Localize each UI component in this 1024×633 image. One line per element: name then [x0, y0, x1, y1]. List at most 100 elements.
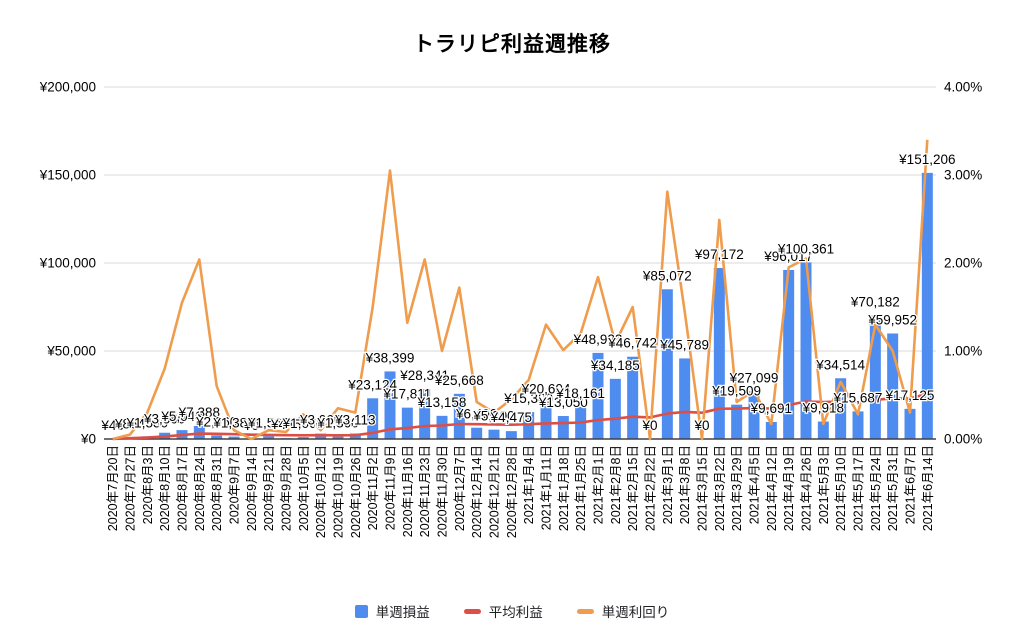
bar-value-label: ¥45	[100, 418, 124, 433]
bar-value-label: ¥15,300	[503, 391, 553, 406]
x-axis-date-label: 2020年10月19日	[332, 445, 346, 538]
x-axis-date-label: 2021年5月31日	[886, 445, 900, 531]
bar-value-label: ¥46,742	[607, 336, 657, 351]
x-axis-date-label: 2021年3月15日	[696, 445, 710, 531]
x-axis-date-label: 2021年4月12日	[765, 445, 779, 531]
legend-item-weekly-yield: 単週利回り	[576, 601, 669, 621]
x-axis-date-label: 2021年1月18日	[557, 445, 571, 531]
bar-2020年12月14日	[471, 427, 483, 439]
x-axis-date-label: 2020年12月28日	[505, 445, 519, 538]
bar-value-label: ¥19,509	[711, 384, 761, 399]
x-axis-date-label: 2020年8月17日	[176, 445, 190, 531]
bar-2021年5月24日	[869, 315, 881, 439]
x-axis-date-label: 2020年9月7日	[228, 445, 242, 524]
x-axis-date-label: 2021年3月22日	[713, 445, 727, 531]
bar-value-label: ¥6,400	[455, 407, 497, 422]
x-axis-date-label: 2020年8月24日	[193, 445, 207, 531]
legend-item-average-profit: 平均利益	[463, 601, 543, 621]
bar-2021年3月1日	[661, 289, 673, 439]
x-axis-date-label: 2020年7月27日	[124, 445, 138, 531]
bar-2020年11月30日	[436, 415, 448, 439]
right-axis-tick: 4.00%	[944, 80, 982, 95]
line-series-swatch-icon	[576, 608, 594, 614]
x-axis-date-label: 2021年1月25日	[574, 445, 588, 531]
bar-value-label: ¥1,060	[282, 416, 324, 431]
bar-value-label: ¥23,124	[347, 377, 397, 392]
x-axis-date-label: 2020年12月7日	[453, 445, 467, 531]
x-axis-date-label: 2020年12月21日	[488, 445, 502, 538]
legend-label: 単週損益	[375, 605, 430, 620]
bar-2021年5月10日	[835, 378, 847, 439]
bar-2021年5月17日	[852, 411, 864, 439]
bar-value-label: ¥3,113	[334, 413, 375, 428]
bar-2021年3月29日	[731, 404, 743, 439]
bar-value-label: ¥0	[693, 418, 709, 433]
x-axis-date-label: 2021年1月4日	[522, 445, 536, 524]
bar-value-label: ¥1,530	[126, 415, 168, 430]
bar-2021年4月5日	[748, 391, 760, 439]
bar-2021年4月19日	[783, 270, 795, 439]
x-axis-date-label: 2021年3月1日	[661, 445, 675, 524]
x-axis-date-label: 2021年2月22日	[644, 445, 658, 531]
x-axis-date-label: 2020年12月14日	[470, 445, 484, 538]
bar-2020年11月23日	[419, 389, 431, 439]
bar-2021年1月11日	[540, 402, 552, 439]
x-axis-date-label: 2021年2月8日	[609, 445, 623, 524]
weekly-yield-line	[112, 139, 929, 441]
bar-value-label: ¥5,040	[160, 409, 202, 424]
bar-value-label: ¥38,399	[365, 350, 415, 365]
right-axis-tick: 2.00%	[944, 256, 982, 271]
bar-2021年4月12日	[765, 421, 777, 439]
bar-value-label: ¥4,475	[490, 410, 532, 425]
bar-value-label: ¥0	[243, 418, 259, 433]
bar-value-label: ¥1,360	[316, 416, 358, 431]
left-axis-tick: ¥50,000	[46, 344, 96, 359]
bar-value-label: ¥13,158	[417, 395, 467, 410]
legend-item-weekly-profit: 単週損益	[354, 601, 430, 621]
x-axis-date-label: 2021年2月15日	[626, 445, 640, 531]
x-axis-date-label: 2020年9月21日	[262, 445, 276, 531]
bar-value-label: ¥97,172	[694, 247, 744, 262]
bar-value-label: ¥151,206	[898, 152, 955, 167]
line-series-swatch-icon	[463, 608, 481, 614]
x-axis-date-label: 2021年4月19日	[782, 445, 796, 531]
bar-2021年6月14日	[921, 172, 933, 439]
x-axis-date-label: 2020年7月20日	[106, 445, 120, 531]
bar-2020年10月5日	[297, 437, 309, 439]
bar-value-label: ¥9,918	[802, 401, 844, 416]
chart-title: トラリピ利益週推移	[413, 33, 611, 56]
bar-value-label: ¥5,300	[472, 409, 514, 424]
bar-value-label: ¥1,560	[247, 415, 289, 430]
bar-value-label: ¥13,050	[538, 395, 588, 410]
bar-2021年1月4日	[523, 412, 535, 439]
bar-value-label: ¥100,361	[777, 241, 834, 256]
bar-2021年6月7日	[904, 408, 916, 439]
bar-value-label: ¥34,185	[590, 358, 640, 373]
x-axis-date-label: 2021年3月8日	[678, 445, 692, 524]
bar-2021年2月1日	[592, 352, 604, 439]
x-axis-date-label: 2020年8月10日	[158, 445, 172, 531]
x-axis-date-label: 2020年11月30日	[436, 445, 450, 537]
bar-2020年9月21日	[263, 436, 275, 439]
bar-value-label: ¥15,687	[833, 390, 883, 405]
bar-value-label: ¥34,514	[815, 357, 865, 372]
x-axis-date-label: 2020年10月12日	[314, 445, 328, 538]
bar-2020年11月2日	[367, 398, 379, 439]
bar-2021年2月15日	[627, 356, 639, 439]
bar-value-label: ¥20,604	[521, 382, 571, 397]
bar-value-label: ¥864	[114, 416, 146, 431]
bar-value-label: ¥59,952	[867, 312, 917, 327]
bar-2021年5月3日	[817, 421, 829, 439]
bar-value-label: ¥2,060	[195, 414, 237, 429]
x-axis-date-label: 2020年9月14日	[245, 445, 259, 531]
bar-2020年10月19日	[332, 436, 344, 439]
x-axis-date-label: 2021年1月11日	[540, 445, 554, 530]
right-axis-tick: 1.00%	[944, 344, 982, 359]
x-axis-date-label: 2021年5月10日	[834, 445, 848, 531]
x-axis-date-label: 2020年11月23日	[418, 445, 432, 537]
legend-label: 平均利益	[488, 605, 543, 620]
left-axis-tick: ¥150,000	[39, 168, 96, 183]
x-axis-date-label: 2020年11月9日	[384, 445, 398, 530]
x-axis-date-label: 2020年11月16日	[401, 445, 415, 537]
average-profit-line	[112, 392, 928, 441]
